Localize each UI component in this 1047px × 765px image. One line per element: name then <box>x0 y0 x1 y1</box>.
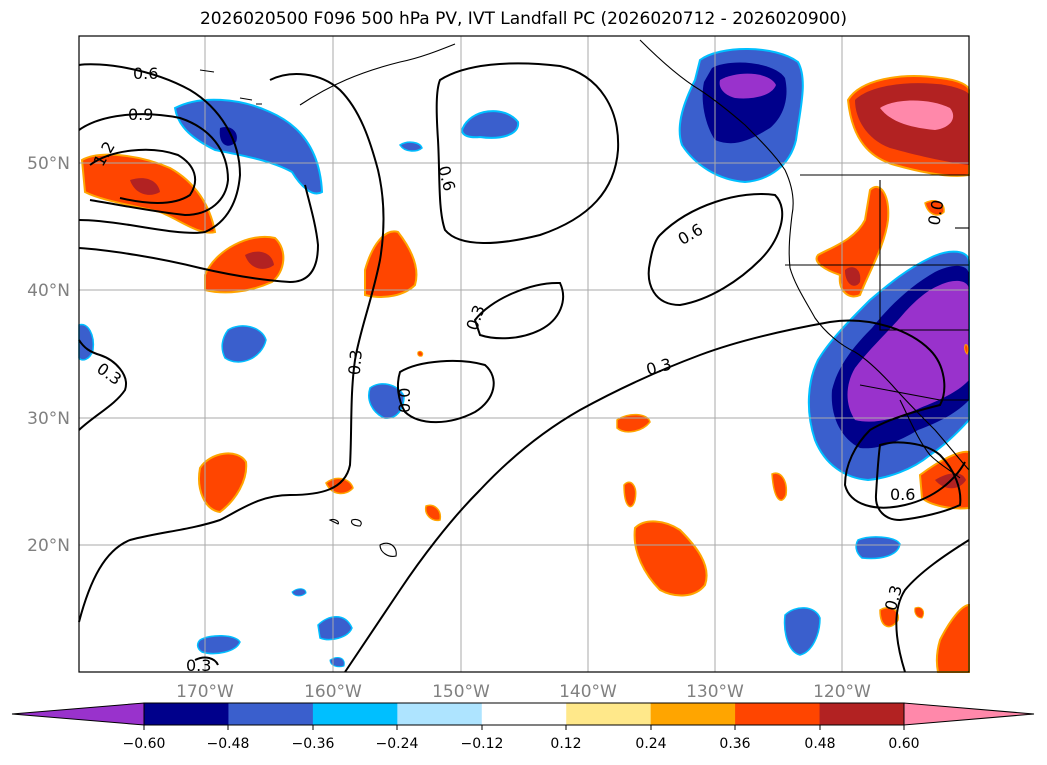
dark-red-core <box>130 178 160 195</box>
blue-region <box>460 110 520 139</box>
colorbar-segment <box>228 703 314 725</box>
contour-label: 0.0 <box>924 198 947 226</box>
colorbar-tick-label: −0.24 <box>376 736 419 752</box>
gridlines <box>79 36 969 672</box>
colorbar-tick-label: −0.48 <box>207 736 250 752</box>
colorbar-extend-low <box>12 703 144 725</box>
colorbar-tick-label: 0.60 <box>888 736 919 752</box>
colorbar-segment <box>735 703 821 725</box>
lon-label: 130°W <box>686 682 744 702</box>
colorbar-tick-label: −0.36 <box>292 736 335 752</box>
lat-label: 50°N <box>27 154 70 174</box>
map-title: 2026020500 F096 500 hPa PV, IVT Landfall… <box>199 9 847 29</box>
contour-label: 0.9 <box>128 105 153 124</box>
contour-label: 0.0 <box>395 388 414 413</box>
negative-anomaly-regions <box>78 48 970 668</box>
lat-label: 40°N <box>27 281 70 301</box>
colorbar-tick-label: −0.60 <box>123 736 166 752</box>
blue-region <box>221 325 267 363</box>
colorbar-segment <box>481 703 567 725</box>
colorbar: −0.60 −0.48 −0.36 −0.24 −0.12 0.12 0.24 … <box>11 702 1035 752</box>
red-region <box>198 452 248 514</box>
coastlines <box>199 39 970 557</box>
red-region <box>364 230 418 298</box>
colorbar-tick-labels: −0.60 −0.48 −0.36 −0.24 −0.12 0.12 0.24 … <box>123 736 920 752</box>
latitude-labels: 50°N 40°N 30°N 20°N <box>27 154 70 556</box>
pink-core <box>880 100 954 130</box>
colorbar-segment <box>397 703 483 725</box>
blue-region <box>783 607 821 656</box>
longitude-labels: 170°W 160°W 150°W 140°W 130°W 120°W <box>176 682 871 702</box>
lat-label: 20°N <box>27 536 70 556</box>
colorbar-tick-label: 0.48 <box>804 736 835 752</box>
colorbar-extend-high <box>904 703 1034 725</box>
colorbar-ticks <box>143 725 905 730</box>
colorbar-segment <box>312 703 398 725</box>
contour-label: 0.3 <box>186 656 211 675</box>
lon-label: 160°W <box>304 682 362 702</box>
colorbar-segments <box>12 703 1034 725</box>
map-frame <box>78 35 970 673</box>
positive-anomaly-regions <box>80 75 970 673</box>
red-region <box>815 185 890 298</box>
red-region <box>633 520 708 597</box>
dark-red-core <box>245 251 274 269</box>
colorbar-segment <box>144 703 229 725</box>
pv-contours <box>78 62 970 673</box>
contour-label: 0.6 <box>133 64 158 83</box>
colorbar-tick-label: −0.12 <box>461 736 504 752</box>
blue-region <box>368 383 405 419</box>
blue-region <box>855 536 901 560</box>
colorbar-tick-label: 0.12 <box>550 736 581 752</box>
colorbar-tick-label: 0.36 <box>719 736 750 752</box>
blue-region <box>196 635 241 655</box>
colorbar-tick-label: 0.24 <box>635 736 666 752</box>
contour-label: 0.6 <box>890 485 915 504</box>
purple-core <box>719 73 776 99</box>
purple-core <box>847 280 969 422</box>
lon-label: 170°W <box>176 682 234 702</box>
ivt-shading <box>78 48 970 673</box>
lon-label: 150°W <box>432 682 490 702</box>
colorbar-segment <box>650 703 736 725</box>
lat-label: 30°N <box>27 409 70 429</box>
colorbar-segment <box>819 703 905 725</box>
contour-label: 0.3 <box>345 349 366 376</box>
colorbar-segment <box>566 703 652 725</box>
lon-label: 140°W <box>559 682 617 702</box>
colorbar-outline <box>143 702 905 726</box>
lon-label: 120°W <box>813 682 871 702</box>
blue-region <box>173 98 324 195</box>
